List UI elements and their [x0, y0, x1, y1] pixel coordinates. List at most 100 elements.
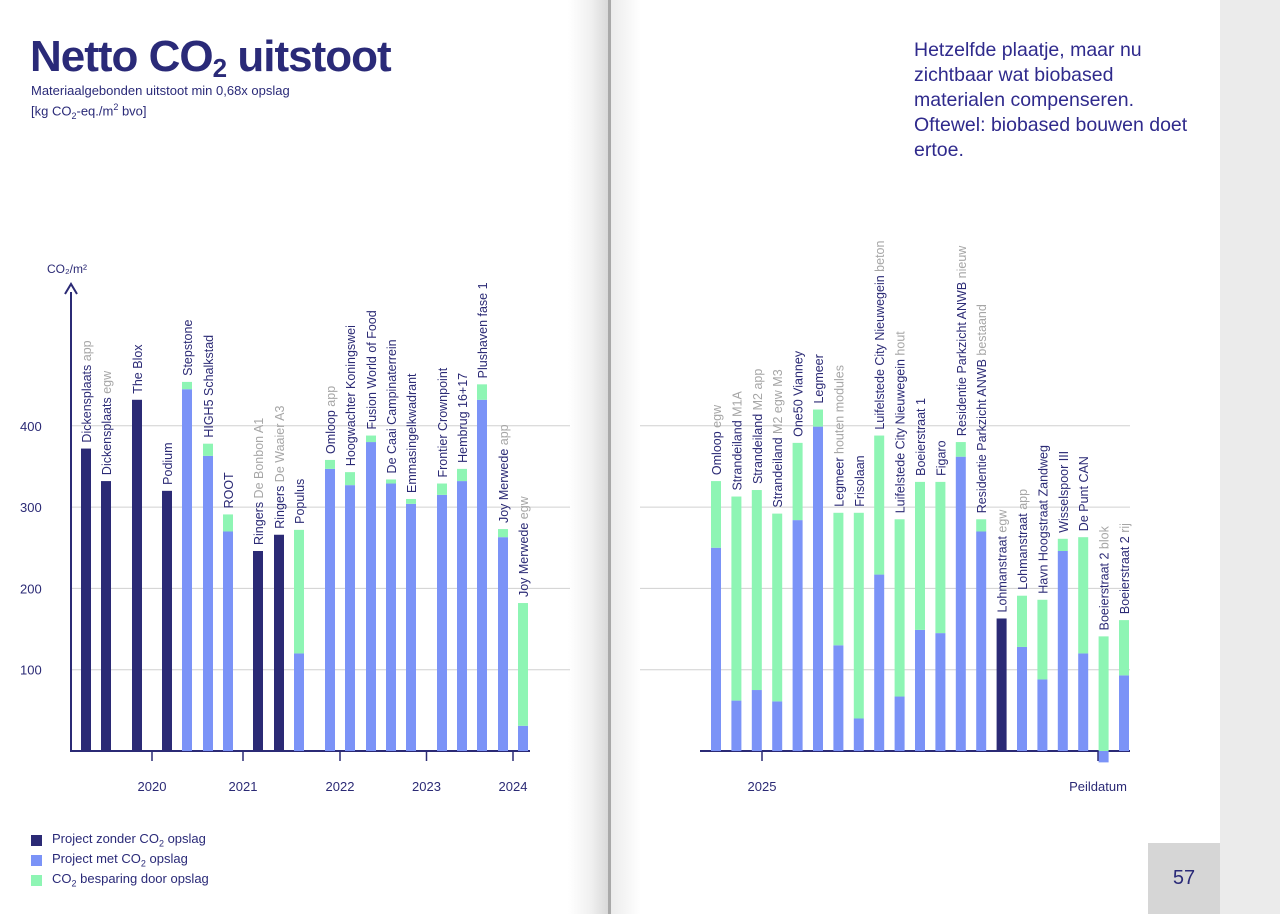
bar-label-suffix: app: [497, 424, 511, 448]
bar-label-suffix: rij: [1118, 523, 1132, 536]
bar-label-name: Strandeiland: [771, 437, 785, 507]
bar-met: [457, 481, 467, 751]
bar-label: Strandeiland M1A: [730, 390, 744, 490]
bar-label-suffix: egw: [100, 370, 114, 397]
page-number: 57: [1148, 843, 1220, 914]
bar-label-name: Luifelstede City Nieuwegein: [894, 359, 908, 513]
bar-label-name: The Blox: [131, 344, 145, 394]
bar-label: Legmeer: [812, 354, 826, 403]
bar-saving-segment: [1017, 595, 1027, 647]
bar-label-name: Plushaven fase 1: [476, 282, 490, 378]
legend-label-met: Project met CO2 opslag: [52, 851, 188, 869]
spine-shadow-left: [568, 0, 610, 914]
bar-met: [731, 700, 742, 751]
bar-saving-segment: [894, 519, 905, 697]
bar-label-name: Ringers: [252, 502, 266, 545]
bar-saving-segment: [935, 481, 946, 634]
bar-zonder: [274, 534, 284, 751]
bar-saving-segment: [406, 498, 416, 504]
bar-saving-segment: [792, 442, 803, 521]
bar-label: Dickensplaats app: [80, 340, 94, 442]
bar-met: [203, 455, 213, 751]
legend-label-besparing: CO2 besparing door opslag: [52, 871, 209, 889]
bar-zonder: [81, 448, 91, 751]
bar-zonder: [996, 618, 1007, 751]
subtitle-line-1: Materiaalgebonden uitstoot min 0,68x ops…: [31, 83, 290, 98]
bar-label-suffix: M2 egw M3: [771, 369, 785, 437]
y-axis-arrow-icon: [64, 282, 78, 295]
bar-label: Havn Hoogstraat Zandweg: [1036, 445, 1050, 594]
bar-label-suffix: nieuw: [955, 245, 969, 282]
bar-saving-segment: [386, 479, 396, 484]
bar-label: De Caai Campinaterrein: [385, 339, 399, 473]
bar-zonder: [253, 551, 263, 751]
bar-label: Fusion World of Food: [365, 310, 379, 429]
bar-label-suffix: M1A: [730, 390, 744, 420]
page-title: Netto CO2 uitstoot: [30, 32, 392, 83]
bar-label-suffix: app: [324, 386, 338, 410]
bar-label: Dickensplaats egw: [100, 370, 114, 475]
bar-label-name: Stepstone: [181, 320, 195, 376]
x-year-label: 2020: [138, 779, 167, 794]
legend-item-zonder: Project zonder CO2 opslag: [31, 830, 209, 850]
side-commentary: Hetzelfde plaatje, maar nu zichtbaar wat…: [914, 39, 1188, 161]
legend-swatch-met: [31, 854, 42, 866]
bar-label-name: Legmeer: [812, 354, 826, 403]
bar-label-name: Omloop: [324, 410, 338, 454]
x-year-label: 2021: [229, 779, 258, 794]
bar-label-suffix: blok: [1098, 525, 1112, 552]
bar-label-name: ROOT: [222, 472, 236, 508]
bar-saving-segment: [223, 514, 233, 532]
bar-label-name: De Punt CAN: [1077, 456, 1091, 531]
bar-label-suffix: M2 app: [751, 369, 765, 414]
bar-label: Residentie Parkzicht ANWB nieuw: [955, 245, 969, 436]
bar-label-suffix: app: [1016, 489, 1030, 513]
bar-saving-segment: [1037, 599, 1048, 680]
bar-label: One50 Vianney: [792, 350, 806, 437]
bar-label-name: HIGH5 Schalkstad: [202, 335, 216, 438]
bar-label: Frontier Crownpoint: [436, 367, 450, 477]
bar-label-name: Lohmanstraat: [1016, 513, 1030, 590]
x-year-label: 2024: [499, 779, 528, 794]
y-tick-label-300: 300: [20, 500, 42, 515]
bar-met: [792, 520, 803, 751]
bar-saving-segment: [437, 483, 447, 495]
bar-zonder: [101, 481, 111, 751]
bar-label-name: Strandeiland: [730, 420, 744, 490]
bar-label: Ringers De Bonbon A1: [252, 418, 266, 545]
bar-label-suffix: beton: [873, 240, 887, 275]
bar-label-name: Podium: [161, 442, 175, 484]
bar-label: Boeierstraat 2 rij: [1118, 523, 1132, 614]
legend-swatch-besparing: [31, 874, 42, 886]
legend-item-besparing: CO2 besparing door opslag: [31, 870, 209, 890]
bar-met: [751, 690, 762, 751]
bar-label: Boeierstraat 2 blok: [1098, 525, 1112, 630]
bar-label: Luifelstede City Nieuwegein beton: [873, 240, 887, 429]
bar-saving-segment: [518, 603, 528, 726]
bar-label: Ringers De Waaier A3: [273, 405, 287, 528]
bar-label: Stepstone: [181, 320, 195, 376]
x-year-label: 2023: [412, 779, 441, 794]
bar-label: Hoogwachter Koningswei: [344, 325, 358, 466]
bar-label-name: Boeierstraat 2: [1118, 536, 1132, 614]
legend-swatch-zonder: [31, 834, 42, 846]
bar-label-name: Ringers: [273, 486, 287, 529]
next-page-edge: [1220, 0, 1280, 914]
y-tick-label-100: 100: [20, 663, 42, 678]
bar-label: Residentie Parkzicht ANWB bestaand: [975, 304, 989, 513]
bar-label-suffix: houten modules: [832, 365, 846, 457]
chart-subtitle: Materiaalgebonden uitstoot min 0,68x ops…: [31, 83, 290, 124]
bar-met: [1098, 751, 1109, 763]
bar-label: Legmeer houten modules: [832, 365, 846, 507]
bar-saving-segment: [182, 381, 192, 390]
bar-label: Joy Merwede app: [497, 424, 511, 523]
bar-saving-segment: [772, 513, 783, 702]
bar-label: Figaro: [934, 440, 948, 475]
bar-label-name: Dickensplaats: [100, 397, 114, 475]
bar-met: [182, 389, 192, 751]
bar-label-name: Populus: [293, 479, 307, 524]
bar-label-name: Luifelstede City Nieuwegein: [873, 275, 887, 429]
bar-saving-segment: [457, 468, 467, 482]
bar-label-name: Boeierstraat 2: [1098, 552, 1112, 630]
bar-label-name: Hoogwachter Koningswei: [344, 325, 358, 466]
